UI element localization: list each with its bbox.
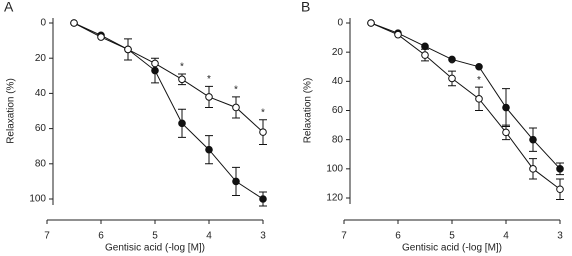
data-point	[205, 93, 213, 101]
significance-mark: *	[450, 59, 454, 70]
data-point	[448, 74, 456, 83]
series-line	[73, 22, 264, 200]
y-tick-label: 80	[332, 134, 344, 145]
x-tick-label: 4	[206, 231, 212, 242]
series-line	[73, 22, 264, 133]
data-point	[556, 185, 564, 194]
x-tick-label: 4	[503, 231, 509, 242]
data-point	[151, 66, 159, 75]
data-point	[178, 119, 186, 128]
y-tick-label: 20	[332, 47, 344, 58]
data-point	[475, 95, 483, 103]
x-tick-label: 5	[449, 231, 455, 242]
x-axis-title: Gentisic acid (-log [M])	[105, 243, 205, 254]
x-tick-label: 6	[395, 231, 401, 242]
x-tick-label: 6	[98, 231, 104, 242]
data-point	[367, 19, 375, 27]
data-point	[556, 165, 564, 173]
data-point	[232, 177, 240, 186]
y-tick-label: 100	[29, 194, 46, 205]
data-point	[394, 30, 402, 39]
significance-mark: *	[477, 75, 481, 86]
y-tick-label: 40	[35, 88, 47, 99]
x-axis-title: Gentisic acid (-log [M])	[402, 243, 502, 254]
y-tick-label: 80	[35, 158, 47, 169]
significance-mark: *	[261, 107, 265, 118]
y-tick-label: 40	[332, 76, 344, 87]
y-tick-label: 120	[326, 193, 343, 204]
data-point	[529, 165, 537, 173]
data-point	[97, 33, 105, 41]
data-point	[502, 103, 510, 112]
x-tick-label: 7	[341, 231, 347, 242]
data-point	[475, 62, 483, 71]
y-axis-title: Relaxation (%)	[6, 78, 17, 144]
significance-mark: *	[207, 74, 211, 85]
x-tick-label: 3	[260, 231, 266, 242]
y-tick-label: 60	[332, 105, 344, 116]
significance-mark: *	[234, 85, 238, 96]
significance-mark: *	[180, 62, 184, 73]
series-line	[370, 22, 561, 190]
y-tick-label: 0	[337, 18, 343, 29]
x-tick-label: 3	[557, 231, 563, 242]
data-point	[232, 103, 240, 112]
y-tick-label: 100	[326, 163, 343, 174]
data-point	[124, 45, 132, 54]
data-point	[151, 59, 159, 68]
data-point	[421, 51, 429, 59]
data-point	[70, 19, 78, 27]
data-point	[421, 42, 429, 51]
data-point	[259, 195, 267, 203]
y-tick-label: 20	[35, 53, 47, 64]
y-axis-title: Relaxation (%)	[303, 78, 314, 144]
data-point	[178, 75, 186, 84]
data-point	[205, 145, 213, 154]
y-tick-label: 60	[35, 123, 47, 134]
panel-label: A	[4, 0, 14, 15]
x-tick-label: 7	[44, 231, 50, 242]
data-point	[529, 135, 537, 144]
y-tick-label: 0	[40, 18, 46, 29]
panel-label: B	[301, 0, 310, 15]
data-point	[448, 55, 456, 64]
data-point	[259, 128, 267, 136]
series-line	[370, 22, 561, 170]
x-tick-label: 5	[152, 231, 158, 242]
data-point	[502, 128, 510, 137]
